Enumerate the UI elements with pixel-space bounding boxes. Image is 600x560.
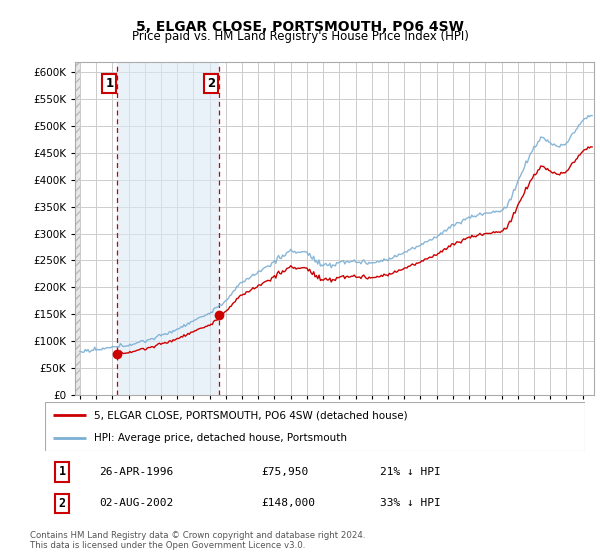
Text: 26-APR-1996: 26-APR-1996	[99, 467, 173, 477]
Text: 1: 1	[106, 77, 113, 90]
Text: Contains HM Land Registry data © Crown copyright and database right 2024.
This d: Contains HM Land Registry data © Crown c…	[30, 531, 365, 550]
Text: 33% ↓ HPI: 33% ↓ HPI	[380, 498, 440, 508]
Text: 2: 2	[207, 77, 215, 90]
Bar	[118, 62, 219, 395]
Text: £75,950: £75,950	[261, 467, 308, 477]
Text: 5, ELGAR CLOSE, PORTSMOUTH, PO6 4SW (detached house): 5, ELGAR CLOSE, PORTSMOUTH, PO6 4SW (det…	[94, 410, 407, 421]
Text: 02-AUG-2002: 02-AUG-2002	[99, 498, 173, 508]
Text: 1: 1	[59, 465, 65, 478]
Text: £148,000: £148,000	[261, 498, 315, 508]
Text: 2: 2	[59, 497, 65, 510]
FancyBboxPatch shape	[45, 402, 585, 451]
Text: Price paid vs. HM Land Registry's House Price Index (HPI): Price paid vs. HM Land Registry's House …	[131, 30, 469, 43]
Text: HPI: Average price, detached house, Portsmouth: HPI: Average price, detached house, Port…	[94, 433, 347, 443]
Text: 21% ↓ HPI: 21% ↓ HPI	[380, 467, 440, 477]
Text: 5, ELGAR CLOSE, PORTSMOUTH, PO6 4SW: 5, ELGAR CLOSE, PORTSMOUTH, PO6 4SW	[136, 20, 464, 34]
